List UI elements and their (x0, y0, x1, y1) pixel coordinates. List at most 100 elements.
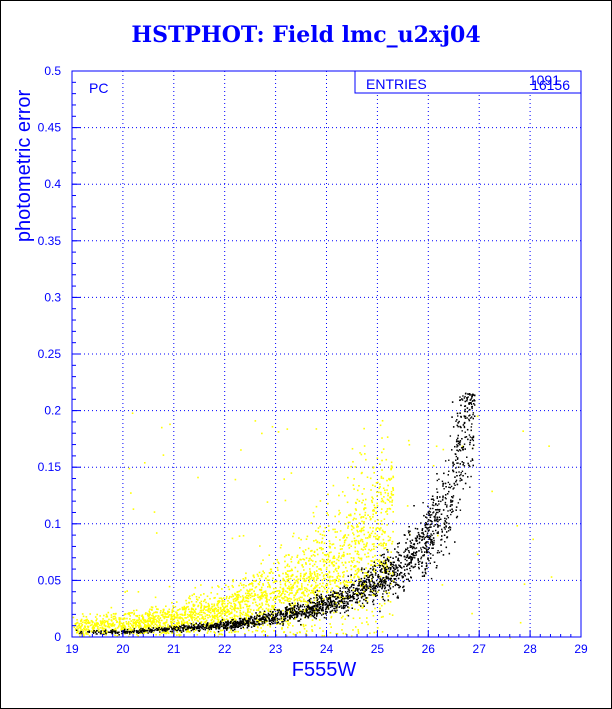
data-point-yellow (204, 617, 207, 620)
data-point-black (448, 522, 450, 525)
data-point-yellow (337, 580, 340, 583)
data-point-black (440, 539, 442, 541)
data-point-yellow (350, 565, 352, 567)
data-point-yellow (357, 628, 360, 631)
data-point-yellow (134, 621, 137, 623)
data-point-yellow (382, 571, 385, 574)
data-point-black (384, 570, 386, 572)
data-point-black (372, 569, 374, 571)
data-point-black (321, 603, 324, 606)
data-point-yellow (280, 602, 283, 604)
data-point-black (95, 633, 97, 635)
data-point-yellow (185, 617, 188, 619)
data-point-black (461, 470, 464, 472)
data-point-yellow (278, 589, 280, 592)
data-point-yellow (287, 622, 289, 625)
data-point-yellow (199, 614, 201, 616)
data-point-black (229, 627, 231, 629)
data-point-yellow (127, 612, 129, 615)
data-point-yellow (170, 613, 173, 616)
data-point-yellow (136, 633, 138, 636)
data-point-yellow (274, 595, 276, 598)
data-point-yellow (189, 622, 191, 624)
data-point-black (387, 560, 390, 563)
data-point-yellow (143, 624, 146, 626)
data-point-yellow (391, 466, 393, 469)
data-point-black (285, 613, 287, 615)
data-point-yellow (83, 619, 86, 622)
data-point-yellow (245, 597, 247, 599)
data-point-yellow (367, 573, 369, 576)
data-point-yellow (165, 621, 168, 623)
data-point-yellow (382, 567, 385, 569)
data-point-yellow (298, 597, 300, 600)
data-point-yellow (319, 627, 321, 630)
data-point-yellow (77, 627, 79, 630)
data-point-yellow (356, 526, 358, 528)
data-point-black (426, 528, 429, 530)
data-point-yellow (369, 632, 371, 635)
data-point-yellow (312, 565, 314, 567)
data-point-yellow (313, 572, 316, 574)
data-point-yellow (122, 623, 124, 625)
data-point-black (323, 599, 325, 602)
data-point-yellow (178, 617, 180, 619)
data-point-black (437, 520, 439, 523)
data-point-black (463, 443, 466, 445)
data-point-yellow (292, 613, 295, 615)
data-point-yellow (389, 496, 391, 499)
data-point-yellow (358, 576, 360, 579)
data-point-yellow (243, 584, 245, 586)
data-point-black (422, 501, 424, 504)
data-point-yellow (344, 539, 347, 541)
data-point-black (233, 622, 235, 624)
data-point-yellow (204, 612, 206, 615)
data-point-black (242, 621, 245, 623)
data-point-black (419, 560, 421, 563)
data-point-yellow (286, 587, 289, 589)
data-point-yellow (272, 562, 275, 565)
data-point-yellow (130, 620, 133, 622)
data-point-yellow (210, 622, 212, 625)
data-point-yellow-outlier (231, 537, 234, 540)
data-point-yellow-outlier (169, 423, 171, 426)
data-point-black (372, 601, 374, 603)
data-point-yellow (212, 609, 215, 612)
data-point-yellow (304, 603, 307, 606)
data-point-yellow (329, 546, 331, 549)
data-point-black (172, 629, 174, 631)
data-point-yellow (165, 632, 168, 634)
data-point-yellow (301, 588, 303, 590)
data-point-yellow-outlier (197, 476, 199, 479)
data-point-yellow (330, 561, 333, 564)
data-point-yellow (360, 548, 363, 550)
data-point-yellow (313, 563, 316, 566)
data-point-black (147, 632, 149, 634)
data-point-black (438, 478, 440, 480)
data-point-yellow (313, 608, 316, 610)
data-point-yellow (246, 596, 249, 599)
data-point-black (405, 578, 408, 581)
data-point-yellow (291, 586, 293, 588)
data-point-yellow (203, 607, 206, 609)
data-point-yellow (193, 630, 195, 633)
data-point-yellow (220, 610, 222, 613)
data-point-yellow (275, 617, 277, 620)
data-point-yellow (279, 546, 282, 549)
data-point-black (148, 631, 151, 633)
data-point-yellow (262, 595, 264, 597)
data-point-yellow (277, 561, 279, 564)
data-point-black (428, 514, 430, 516)
data-point-black (463, 397, 466, 399)
data-point-yellow (379, 575, 382, 578)
data-point-yellow (294, 602, 296, 604)
data-point-yellow (236, 607, 239, 609)
data-point-yellow (302, 591, 304, 594)
data-point-black (455, 471, 458, 474)
data-point-yellow (382, 487, 385, 490)
data-point-black (468, 415, 470, 417)
data-point-yellow (365, 587, 368, 589)
data-point-black (263, 610, 266, 612)
data-point-yellow (256, 619, 258, 621)
data-point-yellow (163, 608, 165, 611)
